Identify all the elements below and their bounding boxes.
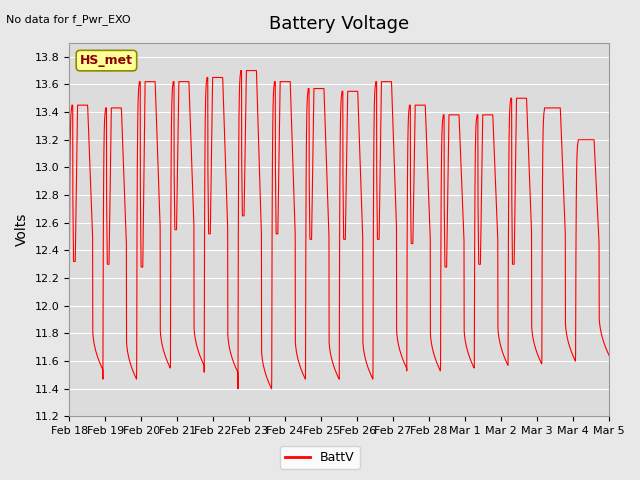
Legend: BattV: BattV bbox=[280, 446, 360, 469]
Text: No data for f_Pwr_EXO: No data for f_Pwr_EXO bbox=[6, 14, 131, 25]
Text: HS_met: HS_met bbox=[80, 54, 133, 67]
Y-axis label: Volts: Volts bbox=[15, 213, 29, 246]
Title: Battery Voltage: Battery Voltage bbox=[269, 15, 409, 33]
